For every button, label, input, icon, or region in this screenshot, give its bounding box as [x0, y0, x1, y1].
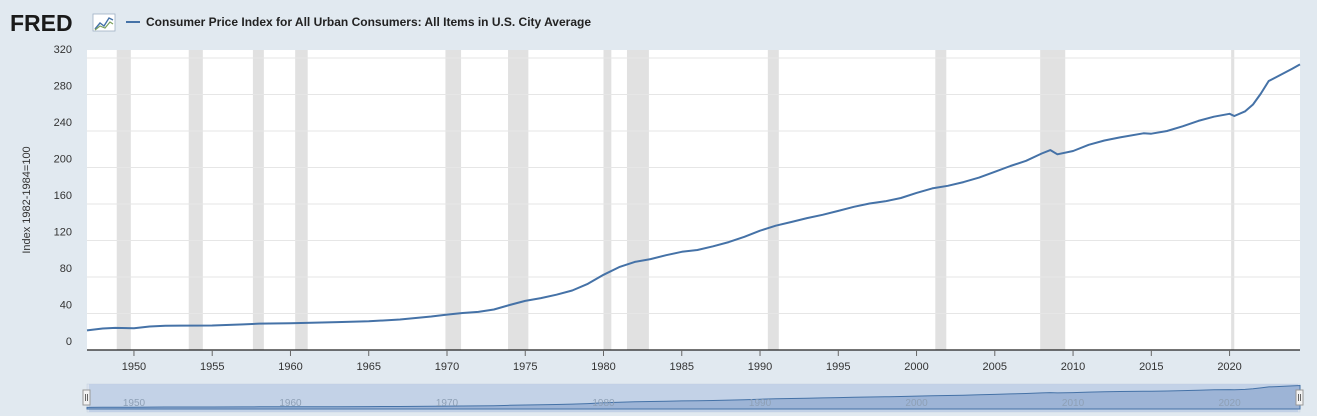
- navigator-tick-label: 1960: [279, 398, 302, 409]
- y-tick-label: 160: [54, 190, 72, 202]
- y-tick-label: 40: [60, 300, 72, 312]
- x-tick-label: 1960: [278, 361, 302, 373]
- x-tick-label: 2020: [1217, 361, 1241, 373]
- recession-band: [767, 50, 779, 350]
- y-tick-label: 280: [54, 81, 72, 93]
- navigator-tick-label: 2010: [1062, 398, 1085, 409]
- y-tick-label: 320: [54, 44, 72, 56]
- x-tick-label: 1965: [356, 361, 380, 373]
- navigator-tick-label: 1980: [592, 398, 615, 409]
- recession-band: [508, 50, 529, 350]
- navigator-tick-label: 2000: [905, 398, 928, 409]
- navigator-series: [86, 384, 1301, 410]
- legend-label: Consumer Price Index for All Urban Consu…: [146, 15, 591, 29]
- x-tick-label: 1975: [513, 361, 537, 373]
- x-tick-label: 1995: [826, 361, 850, 373]
- fred-chart-icon: [92, 13, 116, 32]
- series-layer: [86, 63, 1301, 332]
- x-tick-label: 1980: [591, 361, 615, 373]
- x-tick-label: 1950: [122, 361, 146, 373]
- navigator-tick-label: 1950: [123, 398, 146, 409]
- x-tick-label: 1985: [670, 361, 694, 373]
- recession-band: [116, 50, 131, 350]
- x-axis-ticks: 1950 1955 1960 1965 1970 1975 1980 1985 1990 1995…: [122, 350, 1242, 373]
- recession-band: [188, 50, 203, 350]
- x-tick-label: 2010: [1061, 361, 1085, 373]
- y-tick-label: 80: [60, 263, 72, 275]
- recession-band: [295, 50, 308, 350]
- recession-band: [252, 50, 264, 350]
- recession-band: [1040, 50, 1066, 350]
- plot-area: [87, 50, 1300, 350]
- recession-band: [1231, 50, 1235, 350]
- navigator-ticks: 1950 1960 1970 1980 1990 2000 2010 2020: [123, 398, 1241, 409]
- navigator-tick-label: 1970: [436, 398, 459, 409]
- recession-band: [626, 50, 649, 350]
- navigator-tick-label: 2020: [1218, 398, 1241, 409]
- y-tick-label: 120: [54, 227, 72, 239]
- fred-logo-text: FRED: [10, 10, 73, 36]
- y-axis-label: Index 1982-1984=100: [21, 146, 33, 253]
- y-axis-ticks: 0 40 80 120 160 200 240 280 320: [54, 44, 72, 348]
- navigator-tick-label: 1990: [749, 398, 772, 409]
- recession-band: [935, 50, 947, 350]
- x-tick-label: 2005: [983, 361, 1007, 373]
- navigator-handle-right[interactable]: [1295, 389, 1304, 406]
- recession-band: [603, 50, 612, 350]
- x-tick-label: 1970: [435, 361, 459, 373]
- x-tick-label: 2015: [1139, 361, 1163, 373]
- fred-logo[interactable]: FRED: [10, 10, 116, 36]
- range-navigator[interactable]: 1950 1960 1970 1980 1990 2000 2010 2020: [82, 383, 1304, 413]
- x-tick-label: 1990: [748, 361, 772, 373]
- x-tick-label: 1955: [200, 361, 224, 373]
- y-tick-label: 200: [54, 154, 72, 166]
- y-tick-label: 0: [66, 336, 72, 348]
- recession-shading: [116, 50, 1235, 350]
- y-tick-label: 240: [54, 117, 72, 129]
- recession-band: [445, 50, 462, 350]
- cpi-series-line: [86, 63, 1301, 332]
- navigator-handle-left[interactable]: [82, 389, 91, 406]
- grid-lines: [87, 57, 1300, 314]
- x-tick-label: 2000: [904, 361, 928, 373]
